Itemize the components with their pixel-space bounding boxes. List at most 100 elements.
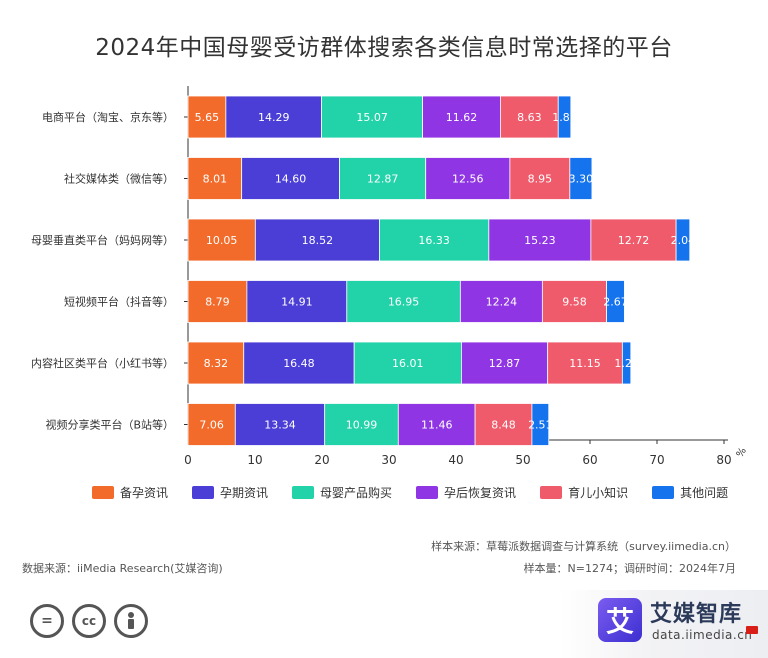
equal-icon: = (30, 604, 64, 638)
bar-segment (488, 218, 592, 262)
data-label: 11.62 (446, 111, 478, 124)
x-tick-label: 70 (649, 453, 664, 467)
x-tick-label: 40 (448, 453, 463, 467)
bar-segment (557, 95, 572, 139)
x-tick-label: 80 (716, 453, 731, 467)
data-label: 8.32 (204, 357, 229, 370)
legend-swatch (292, 486, 315, 499)
bar-segment (461, 341, 549, 385)
legend-item: 备孕资讯 (92, 484, 168, 501)
category-label: 社交媒体类（微信等） (64, 172, 174, 186)
data-label: 15.07 (356, 111, 388, 124)
legend-label: 母婴产品购买 (320, 486, 393, 500)
bar-segment (187, 403, 236, 446)
data-label: 8.95 (528, 173, 553, 186)
chart-title: 2024年中国母婴受访群体搜索各类信息时常选择的平台 (95, 35, 673, 61)
data-label: 1.26 (614, 357, 639, 370)
data-label: 11.46 (421, 419, 453, 432)
bar-segment (675, 218, 691, 262)
cc-icon: cc (72, 604, 106, 638)
category-label: 视频分享类平台（B站等） (45, 418, 174, 432)
data-label: 8.01 (203, 173, 228, 186)
data-label: 15.23 (524, 234, 556, 247)
legend-swatch (416, 486, 439, 499)
x-tick-label: 0 (184, 453, 192, 467)
bar-segment (474, 403, 533, 446)
bar-segment (187, 341, 245, 385)
data-label: 1.88 (552, 111, 577, 124)
legend-swatch (192, 486, 215, 499)
bar-segment (254, 218, 380, 262)
bar-segment (339, 157, 427, 200)
legend-item: 孕后恢复资讯 (416, 484, 516, 501)
data-label: 12.72 (618, 234, 650, 247)
brand-name: 艾媒智库 (650, 602, 743, 627)
bar-segment (187, 157, 243, 200)
bar-segment (187, 95, 227, 139)
data-label: 12.87 (367, 173, 399, 186)
data-label: 14.60 (275, 173, 307, 186)
data-label: 14.29 (258, 111, 290, 124)
legend-label: 孕期资讯 (220, 486, 269, 500)
bar-segment (234, 403, 326, 446)
data-label: 8.63 (517, 111, 542, 124)
data-label: 9.58 (562, 296, 587, 309)
license-icons: = cc (30, 604, 148, 638)
sample-size-note: 样本量：N=1274；调研时间：2024年7月 (523, 562, 736, 575)
data-label: 12.87 (489, 357, 521, 370)
data-label: 16.01 (392, 357, 424, 370)
data-label: 16.95 (388, 296, 420, 309)
data-source-note: 数据来源：iiMedia Research(艾媒咨询) (22, 562, 223, 575)
brand-watermark: 艾 艾媒智库 data.iimedia.cn (560, 590, 768, 658)
bar-segment (241, 157, 340, 200)
data-label: 5.65 (195, 111, 220, 124)
x-tick-label: 50 (515, 453, 530, 467)
legend-item: 其他问题 (652, 484, 728, 501)
data-label: 10.99 (346, 419, 378, 432)
bar-segment (531, 403, 550, 446)
legend-label: 备孕资讯 (120, 486, 169, 500)
bar-segment (500, 95, 559, 139)
data-label: 16.48 (283, 357, 315, 370)
data-label: 12.56 (452, 173, 484, 186)
data-label: 2.67 (603, 296, 628, 309)
data-label: 12.24 (486, 296, 518, 309)
data-label: 2.04 (671, 234, 696, 247)
category-label: 电商平台（淘宝、京东等） (42, 110, 174, 124)
legend-label: 其他问题 (680, 486, 729, 500)
bar-segment (243, 341, 355, 385)
data-label: 11.15 (569, 357, 601, 370)
x-tick-label: 30 (381, 453, 396, 467)
bar-segment (621, 341, 632, 385)
data-label: 8.79 (205, 296, 230, 309)
data-label: 10.05 (206, 234, 238, 247)
bar-segment (353, 341, 462, 385)
legend-swatch (540, 486, 563, 499)
bar-segment (187, 218, 256, 262)
bar-segment (346, 280, 461, 323)
bar-segment (569, 157, 593, 200)
bar-segment (606, 280, 625, 323)
data-label: 13.34 (264, 419, 296, 432)
x-unit-label: % (735, 446, 749, 460)
brand-url: data.iimedia.cn (652, 628, 753, 642)
data-label: 2.51 (528, 419, 553, 432)
category-label: 内容社区类平台（小红书等） (31, 356, 174, 370)
brand-logo: 艾 (598, 598, 642, 642)
bar-segment (590, 218, 677, 262)
legend-swatch (652, 486, 675, 499)
bar-segment (425, 157, 511, 200)
data-label: 3.30 (569, 173, 594, 186)
bar-segment (459, 280, 543, 323)
bar-segment (541, 280, 607, 323)
category-label: 短视频平台（抖音等） (64, 295, 174, 309)
data-label: 14.91 (281, 296, 313, 309)
legend-swatch (92, 486, 114, 499)
bar-segment (422, 95, 501, 139)
bar-segment (324, 403, 399, 446)
bar-segment (321, 95, 423, 139)
chart-legend: 备孕资讯 孕期资讯 母婴产品购买 孕后恢复资讯 育儿小知识 其他问题 (92, 484, 752, 501)
bar-segment (379, 218, 490, 262)
bar-segment (246, 280, 348, 323)
data-label: 16.33 (418, 234, 450, 247)
